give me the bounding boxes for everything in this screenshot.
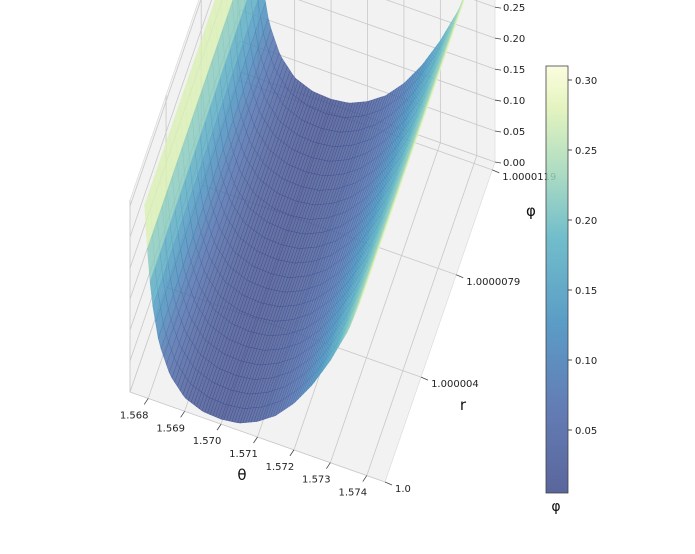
phi-tick-mark — [494, 37, 502, 40]
theta-tick-label: 1.571 — [229, 449, 258, 460]
theta-tick-label: 1.569 — [156, 423, 185, 434]
phi-tick-label: 0.15 — [503, 65, 525, 76]
r-tick-label: 1.0 — [395, 484, 411, 495]
colorbar-tick-label: 0.15 — [575, 286, 597, 297]
r-tick-mark — [456, 274, 464, 279]
colorbar-tick-label: 0.30 — [575, 76, 597, 87]
phi-tick-label: 0.10 — [503, 96, 525, 107]
theta-tick-mark — [216, 423, 222, 431]
colorbar-tick-label: 0.05 — [575, 426, 597, 437]
theta-tick-mark — [143, 398, 149, 405]
phi-axis-ticks: 0.000.050.100.150.200.250.30 — [494, 3, 525, 169]
colorbar-tick-label: 0.20 — [575, 216, 597, 227]
theta-tick-mark — [180, 411, 185, 418]
r-tick-label: 1.000004 — [431, 379, 479, 390]
grid-line — [129, 0, 202, 207]
r-tick-mark — [420, 376, 429, 381]
theta-axis-label: θ — [237, 466, 246, 484]
colorbar-label: φ — [551, 499, 560, 515]
r-axis-label: r — [460, 396, 467, 414]
theta-tick-mark — [253, 436, 258, 444]
phi-tick-label: 0.05 — [503, 127, 525, 138]
theta-tick-label: 1.570 — [193, 436, 222, 447]
surface — [144, 0, 465, 424]
surface-patch — [144, 190, 153, 248]
phi-tick-mark — [494, 130, 502, 133]
r-tick-label: 1.0000119 — [502, 172, 556, 183]
phi-tick-mark — [494, 68, 502, 71]
grid-line — [129, 0, 212, 238]
theta-tick-label: 1.574 — [338, 488, 367, 499]
phi-tick-mark — [494, 99, 502, 102]
phi-tick-mark — [494, 6, 502, 9]
colorbar-gradient — [545, 65, 569, 494]
surface-patch — [244, 0, 247, 6]
r-axis-ticks: 1.0 1.000004 1.0000079 1.0000119 — [384, 169, 556, 495]
theta-tick-mark — [362, 475, 368, 482]
r-tick-label: 1.0000079 — [466, 277, 520, 288]
colorbar-tick-label: 0.25 — [575, 146, 597, 157]
phi-axis-label: φ — [526, 202, 536, 220]
grid-line — [329, 142, 441, 463]
theta-tick-label: 1.573 — [302, 475, 331, 486]
phi-tick-mark — [494, 161, 502, 164]
theta-axis-ticks: 1.568 1.569 1.570 1.571 1.572 1.573 1.574 — [120, 398, 368, 499]
colorbar: 0.05 0.10 0.15 0.20 0.25 0.30 φ — [545, 65, 597, 515]
theta-tick-mark — [326, 462, 331, 469]
theta-tick-label: 1.568 — [120, 410, 149, 421]
grid-line — [298, 0, 496, 70]
grid-line — [239, 9, 496, 101]
colorbar-tick-label: 0.10 — [575, 356, 597, 367]
r-tick-mark — [492, 169, 500, 174]
phi-tick-label: 0.00 — [503, 158, 525, 169]
theta-tick-label: 1.572 — [266, 462, 295, 473]
grid-line — [366, 155, 478, 476]
r-tick-mark — [384, 481, 393, 486]
surface-patch — [360, 280, 369, 302]
phi-tick-label: 0.25 — [503, 3, 525, 14]
phi-tick-label: 0.20 — [503, 34, 525, 45]
grid-line — [239, 40, 496, 132]
theta-tick-mark — [289, 449, 295, 457]
